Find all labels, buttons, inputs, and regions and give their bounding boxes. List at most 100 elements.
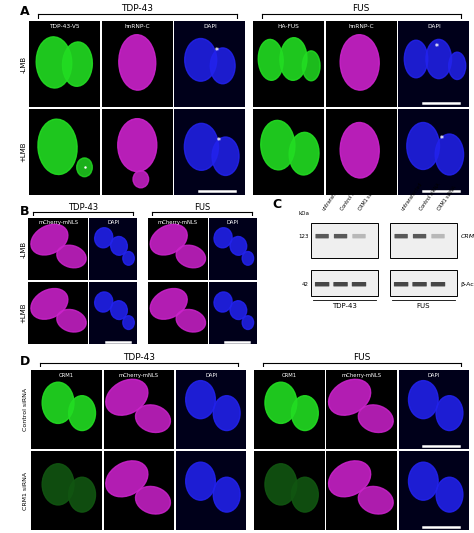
Ellipse shape	[230, 237, 246, 255]
Text: B: B	[20, 205, 29, 218]
FancyBboxPatch shape	[413, 234, 426, 238]
Text: C: C	[273, 198, 282, 211]
FancyBboxPatch shape	[412, 282, 427, 286]
Ellipse shape	[95, 228, 113, 248]
Bar	[311, 223, 378, 258]
Ellipse shape	[258, 39, 283, 80]
Ellipse shape	[136, 405, 171, 432]
Ellipse shape	[436, 477, 463, 512]
Ellipse shape	[186, 381, 215, 418]
Text: D: D	[20, 354, 30, 368]
Ellipse shape	[242, 252, 254, 265]
Ellipse shape	[184, 123, 219, 171]
Text: TDP-43: TDP-43	[68, 203, 98, 212]
Ellipse shape	[214, 228, 232, 248]
Ellipse shape	[358, 487, 393, 514]
Text: CRM1: CRM1	[59, 373, 74, 378]
Ellipse shape	[42, 382, 74, 423]
Text: β-Actin: β-Actin	[460, 282, 474, 287]
Text: DAPI: DAPI	[428, 373, 440, 378]
Ellipse shape	[212, 137, 239, 175]
Ellipse shape	[185, 38, 217, 81]
Text: mCherry-mNLS: mCherry-mNLS	[158, 220, 198, 225]
Ellipse shape	[261, 120, 295, 170]
Text: CRM1 siRNA: CRM1 siRNA	[437, 185, 457, 212]
Text: hnRNP-C: hnRNP-C	[125, 24, 150, 29]
Ellipse shape	[340, 123, 379, 178]
Text: TDP-43: TDP-43	[332, 303, 357, 309]
Ellipse shape	[42, 464, 74, 505]
Text: FUS: FUS	[417, 303, 430, 309]
Ellipse shape	[57, 310, 86, 332]
Text: untransfected: untransfected	[321, 182, 344, 212]
Ellipse shape	[136, 487, 171, 514]
Bar	[390, 223, 457, 258]
Text: -LMB: -LMB	[21, 55, 27, 72]
Ellipse shape	[302, 51, 320, 81]
Text: DAPI: DAPI	[427, 24, 441, 29]
Ellipse shape	[292, 477, 319, 512]
Ellipse shape	[110, 237, 128, 255]
Ellipse shape	[449, 52, 466, 79]
Ellipse shape	[150, 288, 187, 319]
Ellipse shape	[328, 461, 371, 497]
Ellipse shape	[435, 134, 464, 175]
Ellipse shape	[358, 405, 393, 432]
Ellipse shape	[280, 38, 307, 80]
Ellipse shape	[186, 462, 215, 500]
Ellipse shape	[242, 316, 254, 329]
Ellipse shape	[123, 316, 134, 329]
Text: Control siRNA: Control siRNA	[24, 387, 28, 431]
FancyBboxPatch shape	[315, 282, 329, 286]
Ellipse shape	[328, 379, 371, 415]
Ellipse shape	[31, 224, 68, 255]
Ellipse shape	[265, 464, 297, 505]
Text: CRM1: CRM1	[460, 233, 474, 239]
Text: kDa: kDa	[299, 211, 310, 216]
Text: -LMB: -LMB	[20, 240, 27, 257]
Text: DAPI: DAPI	[205, 373, 217, 378]
Text: TDP-43: TDP-43	[121, 4, 153, 13]
Text: HA-FUS: HA-FUS	[278, 24, 300, 29]
Ellipse shape	[230, 301, 246, 319]
Text: untransfected: untransfected	[400, 182, 423, 212]
Text: mCherry-mNLS: mCherry-mNLS	[342, 373, 382, 378]
Ellipse shape	[31, 288, 68, 319]
Ellipse shape	[409, 462, 438, 500]
Ellipse shape	[77, 158, 92, 177]
Text: *: *	[215, 47, 219, 56]
Ellipse shape	[38, 119, 77, 174]
Ellipse shape	[404, 40, 428, 78]
Ellipse shape	[340, 35, 379, 90]
Text: A: A	[20, 5, 29, 18]
Text: 123: 123	[298, 233, 309, 239]
Text: *: *	[436, 43, 439, 52]
Ellipse shape	[176, 245, 206, 268]
Text: Control siRNA: Control siRNA	[339, 182, 362, 212]
Ellipse shape	[133, 171, 149, 188]
Text: +LMB: +LMB	[20, 303, 27, 324]
Ellipse shape	[213, 395, 240, 431]
Text: CRM1: CRM1	[282, 373, 297, 378]
Text: FUS: FUS	[353, 4, 370, 13]
Ellipse shape	[214, 292, 232, 312]
Ellipse shape	[426, 39, 452, 79]
Ellipse shape	[123, 252, 134, 265]
Ellipse shape	[69, 395, 95, 431]
FancyBboxPatch shape	[352, 282, 366, 286]
Text: mCherry-mNLS: mCherry-mNLS	[119, 373, 159, 378]
Text: hnRNP-C: hnRNP-C	[348, 24, 374, 29]
Text: Control siRNA: Control siRNA	[419, 182, 441, 212]
Ellipse shape	[119, 35, 156, 90]
FancyBboxPatch shape	[431, 282, 445, 286]
Text: +LMB: +LMB	[21, 142, 27, 162]
Ellipse shape	[289, 132, 319, 175]
Bar	[390, 270, 457, 296]
Text: FUS: FUS	[194, 203, 210, 212]
Text: 42: 42	[301, 282, 309, 287]
Text: CRM1 siRNA: CRM1 siRNA	[24, 472, 28, 510]
Ellipse shape	[110, 301, 128, 319]
Text: mCherry-mNLS: mCherry-mNLS	[38, 220, 78, 225]
Ellipse shape	[150, 224, 187, 255]
Ellipse shape	[436, 395, 463, 431]
